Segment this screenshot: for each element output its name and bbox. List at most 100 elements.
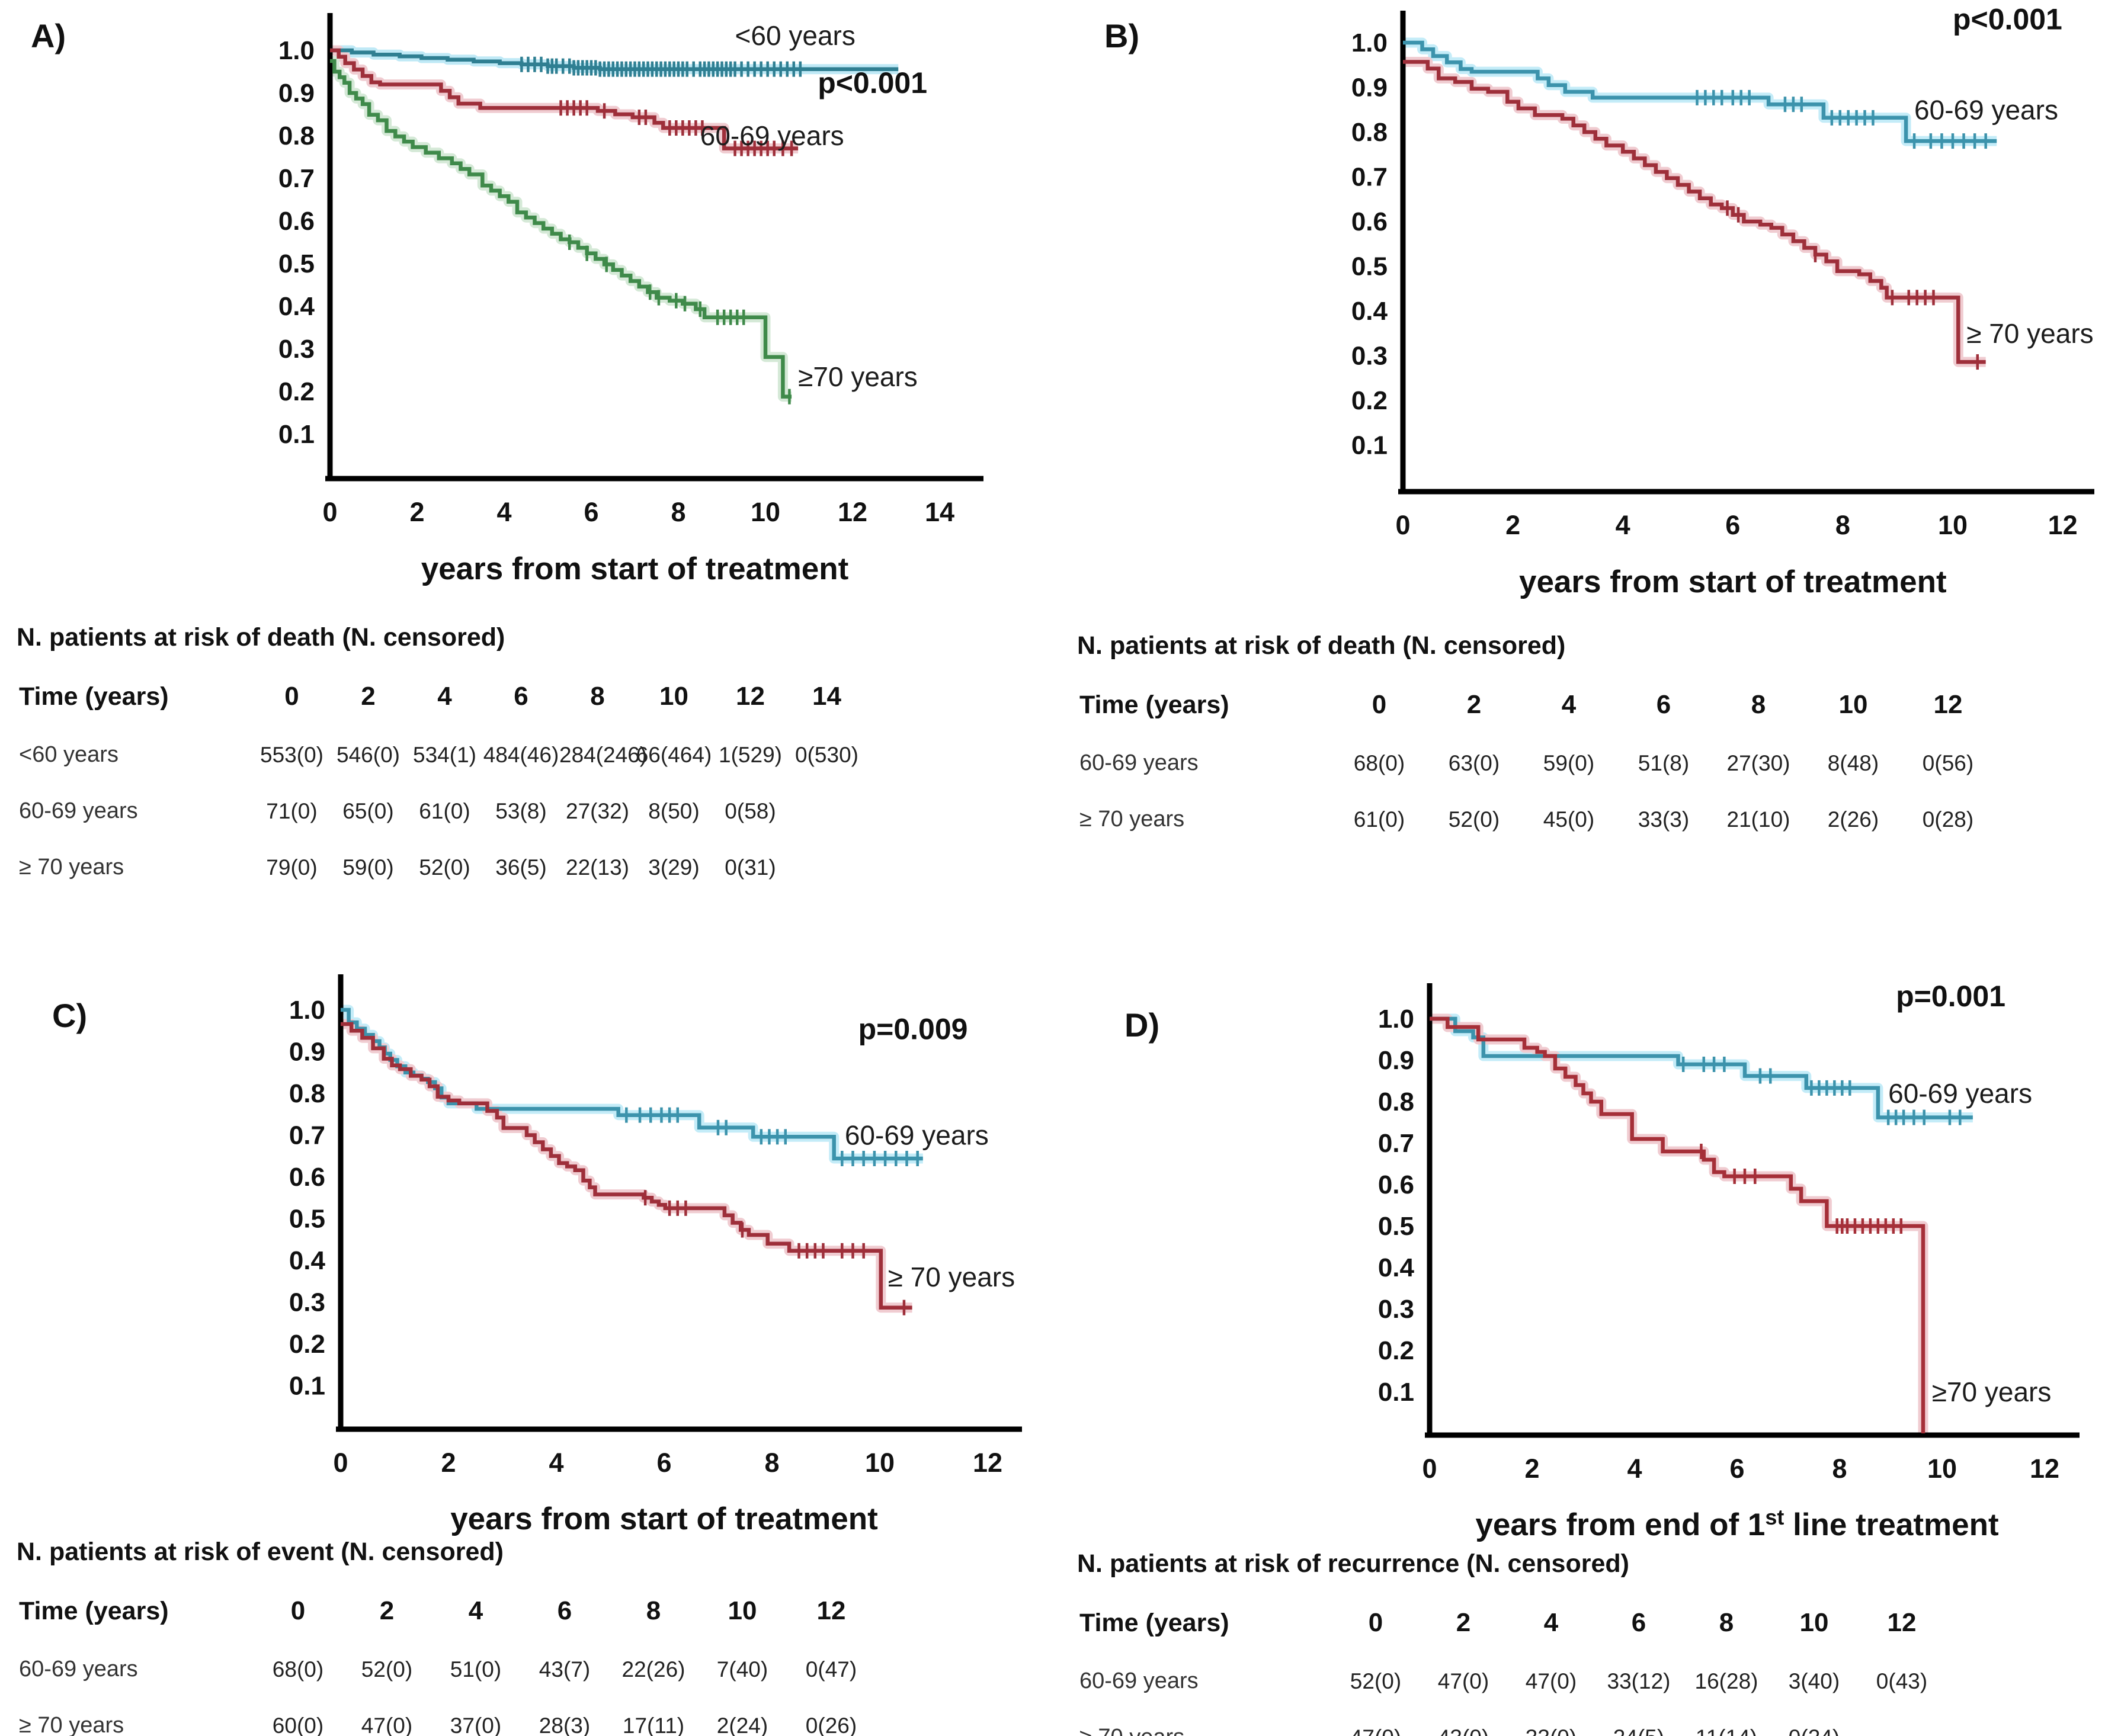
x-tick-label: 8 — [671, 497, 685, 527]
x-tick-label: 2 — [1505, 510, 1520, 540]
risk-table-cell: 47(0) — [1437, 1668, 1489, 1693]
series-line-2 — [330, 59, 792, 399]
series-halo-1 — [341, 1019, 912, 1313]
risk-table-cell: 21(10) — [1726, 807, 1790, 832]
x-tick-label: 10 — [865, 1448, 895, 1478]
risk-table-time-header: 4 — [1543, 1608, 1559, 1637]
x-tick-label: 0 — [333, 1448, 348, 1478]
risk-table-title: N. patients at risk of death (N. censore… — [17, 623, 505, 652]
risk-table-cell: 0(56) — [1922, 750, 1974, 775]
risk-table-row-label: <60 years — [19, 742, 118, 767]
risk-table-cell: 284(246) — [559, 742, 648, 767]
x-tick-label: 4 — [1616, 510, 1630, 540]
risk-table-cell: 2(24) — [716, 1713, 768, 1736]
risk-table-cell: 0(43) — [1876, 1668, 1928, 1693]
series-label-2: ≥70 years — [798, 361, 918, 392]
x-axis-title: years from start of treatment — [450, 1501, 878, 1536]
risk-table-cell: 52(0) — [361, 1657, 413, 1682]
risk-table-cell: 24(5) — [1595, 1695, 1683, 1736]
risk-table-row-label: ≥ 70 years — [1079, 807, 1185, 832]
risk-table-cell: 553(0) — [260, 742, 323, 767]
risk-table-time-header: 0 — [284, 682, 299, 711]
risk-table-time-header: 2 — [361, 682, 376, 711]
x-tick-label: 2 — [409, 497, 424, 527]
panel-d-label: D) — [1124, 1006, 1160, 1044]
y-tick-label: 1.0 — [1378, 1005, 1414, 1034]
y-tick-label: 1.0 — [1351, 28, 1388, 57]
y-tick-label: 0.2 — [278, 377, 315, 406]
risk-table-header-label: Time (years) — [1079, 690, 1229, 719]
risk-table-time-header: 10 — [1838, 690, 1868, 719]
p-value-label: p=0.001 — [1896, 980, 2005, 1013]
risk-table-time-header: 2 — [1456, 1608, 1471, 1637]
y-tick-label: 0.9 — [1378, 1046, 1414, 1075]
y-tick-label: 0.1 — [289, 1372, 325, 1401]
risk-table-cell: 0(26) — [805, 1713, 857, 1736]
x-tick-label: 12 — [973, 1448, 1002, 1478]
x-axis-title: years from start of treatment — [421, 551, 849, 586]
risk-table-grid: Time (years) 0 2 4 6 8 10 12 60-69 years 68(0) 52(… — [17, 1573, 905, 1736]
series-halo-1 — [1403, 57, 1986, 367]
y-tick-label: 0.6 — [1351, 207, 1388, 236]
y-tick-label: 0.9 — [289, 1038, 325, 1067]
x-tick-label: 10 — [1938, 510, 1968, 540]
risk-table-cell: 45(0) — [1543, 807, 1595, 832]
y-tick-label: 0.6 — [278, 207, 315, 236]
risk-table-cell: 33(3) — [1638, 807, 1690, 832]
risk-table-row-label: 60-69 years — [1079, 1668, 1199, 1693]
risk-table-cell: 8(50) — [648, 798, 700, 823]
risk-table-cell: 534(1) — [413, 742, 476, 767]
panel-a-label: A) — [31, 17, 66, 54]
risk-table-cell: 63(0) — [1448, 750, 1500, 775]
risk-table-cell: 65(0) — [342, 798, 394, 823]
panel-a: <60 years 60-69 years ≥70 years 1.0 0.9 0.8 0.… — [0, 0, 1060, 918]
km-chart-b: 60-69 years ≥ 70 years 1.0 0.9 0.8 0.7 0.6 0.5 0… — [1351, 2, 2094, 599]
x-tick-label: 4 — [549, 1448, 563, 1478]
risk-table-cell: 52(0) — [1350, 1668, 1402, 1693]
y-tick-label: 0.9 — [278, 79, 315, 108]
risk-table-cell — [789, 837, 865, 868]
risk-table-grid: Time (years) 0 2 4 6 8 10 12 60-69 years 52(0) 47(… — [1077, 1584, 1984, 1736]
risk-table-cell: 33(12) — [1607, 1668, 1671, 1693]
x-tick-label: 10 — [1927, 1453, 1957, 1484]
risk-table-a: N. patients at risk of death (N. censore… — [17, 623, 905, 880]
y-tick-label: 0.2 — [1351, 386, 1388, 415]
y-tick-label: 0.1 — [1351, 431, 1388, 460]
risk-table-time-header: 2 — [1466, 690, 1482, 719]
y-tick-label: 0.6 — [1378, 1170, 1414, 1199]
risk-table-cell: 28(3) — [539, 1713, 591, 1736]
risk-table-cell: 27(30) — [1726, 750, 1790, 775]
risk-table-time-header: 10 — [659, 682, 688, 711]
risk-table-cell: 7(40) — [716, 1657, 768, 1682]
p-value-label: p=0.009 — [858, 1012, 968, 1045]
p-value-label: p<0.001 — [1953, 2, 2062, 36]
risk-table-cell: 61(0) — [1353, 807, 1405, 832]
risk-table-c: N. patients at risk of event (N. censore… — [17, 1538, 905, 1736]
risk-table-d: N. patients at risk of recurrence (N. ce… — [1077, 1549, 1984, 1736]
km-chart-a: <60 years 60-69 years ≥70 years 1.0 0.9 0.8 0.… — [278, 13, 983, 586]
risk-table-time-header: 6 — [1631, 1608, 1646, 1637]
x-tick-label: 14 — [925, 497, 954, 527]
panel-d: 60-69 years ≥70 years 1.0 0.9 0.8 0.7 0.6 0.5 0.… — [1060, 918, 2121, 1736]
risk-table-cell: 27(32) — [566, 798, 629, 823]
series-label-0: 60-69 years — [1888, 1078, 2032, 1109]
risk-table-grid: Time (years) 0 2 4 6 8 10 12 60-69 years 68(0) 63(… — [1077, 666, 2001, 832]
risk-table-time-header: 8 — [1719, 1608, 1734, 1637]
risk-table-title: N. patients at risk of recurrence (N. ce… — [1077, 1549, 1629, 1578]
risk-table-time-header: 10 — [728, 1596, 757, 1625]
risk-table-cell: 3(29) — [648, 855, 700, 880]
risk-table-time-header: 4 — [437, 682, 452, 711]
risk-table-title: N. patients at risk of death (N. censore… — [1077, 631, 1566, 660]
y-tick-label: 0.3 — [289, 1288, 325, 1317]
y-tick-label: 0.2 — [1378, 1336, 1414, 1365]
y-tick-label: 0.7 — [1378, 1129, 1414, 1158]
risk-table-cell: 11(14) — [1683, 1695, 1770, 1736]
risk-table-row-label: 60-69 years — [1079, 750, 1199, 775]
risk-table-cell: 33(0) — [1507, 1695, 1595, 1736]
risk-table-time-header: 6 — [557, 1596, 572, 1625]
risk-table-cell: 68(0) — [272, 1657, 324, 1682]
risk-table-cell: 43(7) — [539, 1657, 591, 1682]
risk-table-time-header: 0 — [1372, 690, 1387, 719]
series-label-1: ≥ 70 years — [1966, 318, 2093, 349]
y-tick-label: 0.7 — [289, 1121, 325, 1150]
